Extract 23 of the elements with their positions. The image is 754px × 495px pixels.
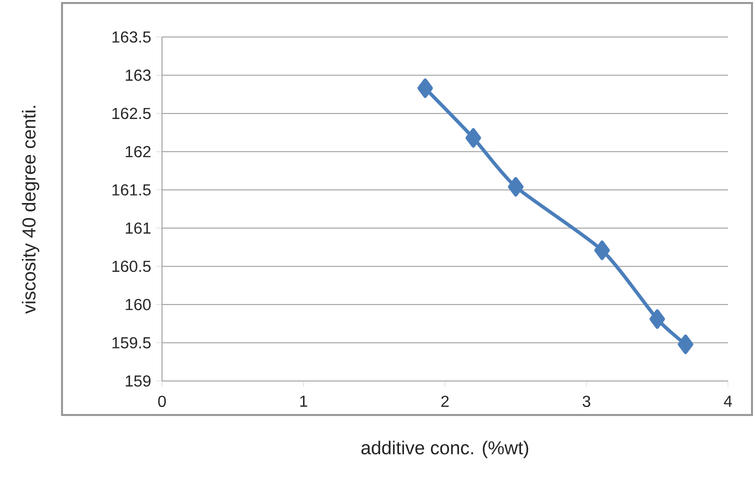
- point: [417, 78, 433, 98]
- point: [594, 240, 610, 260]
- x-axis-title: additive conc. (%wt): [361, 440, 528, 458]
- y-tick-label: 160: [126, 298, 151, 310]
- x-tick-label: 4: [724, 396, 732, 407]
- point: [650, 309, 665, 329]
- point: [466, 128, 482, 148]
- y-tick-label: 161: [126, 222, 151, 234]
- y-tick-label: 163.5: [112, 31, 151, 43]
- y-tick-label: 161.5: [112, 184, 151, 196]
- x-tick-label: 0: [158, 396, 166, 408]
- x-tick-label: 1: [300, 396, 308, 407]
- y-tick-label: 159.5: [112, 337, 151, 348]
- x-tick-label: 3: [582, 396, 590, 408]
- y-tick-label: 163: [126, 70, 151, 81]
- y-tick-label: 162.5: [112, 108, 151, 120]
- y-tick-label: 159: [126, 375, 151, 387]
- y-axis-title: viscosity 40 degree centi.: [22, 106, 40, 314]
- x-tick-label: 2: [441, 396, 449, 407]
- point: [678, 334, 694, 354]
- point: [508, 177, 524, 197]
- y-tick-label: 162: [126, 146, 150, 158]
- y-tick-label: 160.5: [112, 260, 151, 272]
